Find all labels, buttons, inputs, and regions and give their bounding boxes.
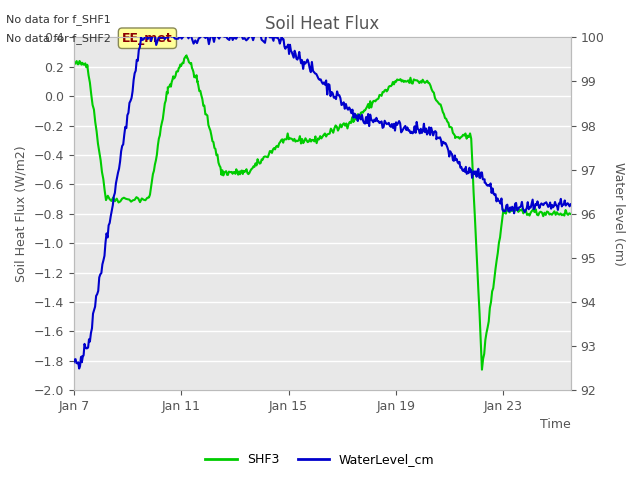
Y-axis label: Soil Heat Flux (W/m2): Soil Heat Flux (W/m2) [15,145,28,282]
Text: EE_met: EE_met [122,32,173,45]
Y-axis label: Water level (cm): Water level (cm) [612,162,625,265]
Title: Soil Heat Flux: Soil Heat Flux [265,15,380,33]
Legend: SHF3, WaterLevel_cm: SHF3, WaterLevel_cm [200,448,440,471]
Text: No data for f_SHF2: No data for f_SHF2 [6,33,111,44]
Text: No data for f_SHF1: No data for f_SHF1 [6,13,111,24]
X-axis label: Time: Time [540,419,571,432]
